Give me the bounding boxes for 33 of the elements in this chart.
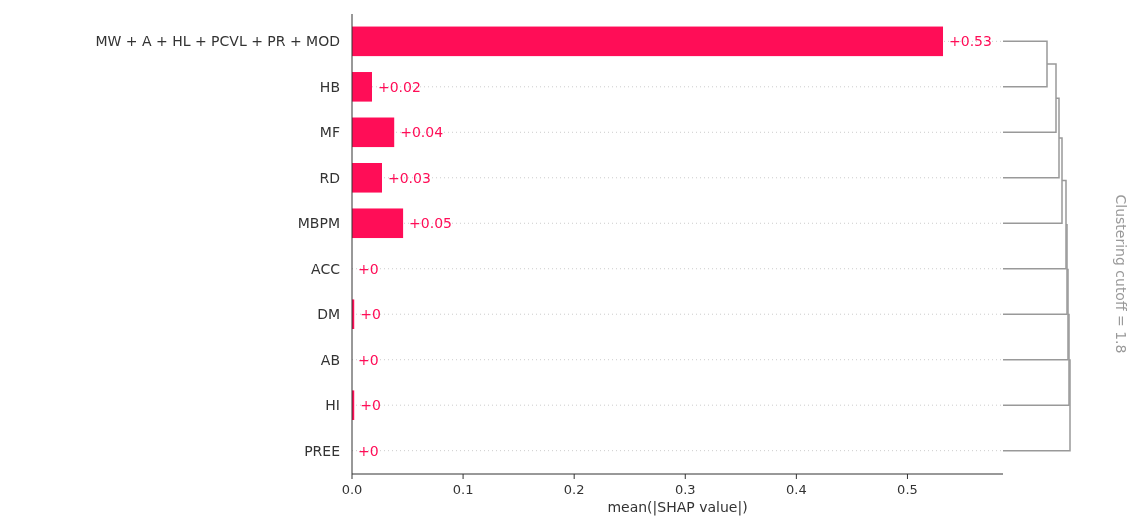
y-tick-label: ACC <box>311 260 341 277</box>
data-label: +0.05 <box>409 215 453 232</box>
bar <box>352 117 395 148</box>
data-label: +0 <box>358 351 379 368</box>
bar <box>352 72 372 102</box>
x-tick-label: 0.1 <box>452 482 474 497</box>
y-tick-label: MF <box>319 124 340 141</box>
y-tick-label: PREE <box>304 442 340 459</box>
y-tick-label: RD <box>319 169 340 186</box>
data-label: +0 <box>360 306 381 323</box>
y-tick-label: HB <box>319 78 340 95</box>
x-tick-label: 0.3 <box>674 482 696 497</box>
data-label: +0 <box>360 397 381 414</box>
x-tick-label: 0.4 <box>786 482 807 497</box>
x-axis-title: mean(|SHAP value|) <box>607 499 748 516</box>
y-tick-label: DM <box>317 306 340 323</box>
data-label: +0.04 <box>400 124 444 141</box>
x-tick-label: 0.5 <box>897 482 918 497</box>
data-label: +0 <box>358 442 379 459</box>
x-tick-label: 0.2 <box>563 482 585 497</box>
y-tick-label: MW + A + HL + PCVL + PR + MOD <box>95 33 340 50</box>
bar <box>352 208 404 239</box>
bar <box>352 163 382 193</box>
data-label: +0.02 <box>378 78 421 95</box>
y-tick-label: HI <box>325 397 340 414</box>
y-tick-label: AB <box>320 351 340 368</box>
data-label: +0.53 <box>949 33 992 50</box>
data-label: +0 <box>358 260 379 277</box>
bar <box>352 26 944 57</box>
data-label: +0.03 <box>387 169 431 186</box>
x-tick-label: 0.0 <box>341 482 363 497</box>
text: Clustering cutoff = 1.8 <box>1113 194 1129 354</box>
y-tick-label: MBPM <box>297 215 340 232</box>
